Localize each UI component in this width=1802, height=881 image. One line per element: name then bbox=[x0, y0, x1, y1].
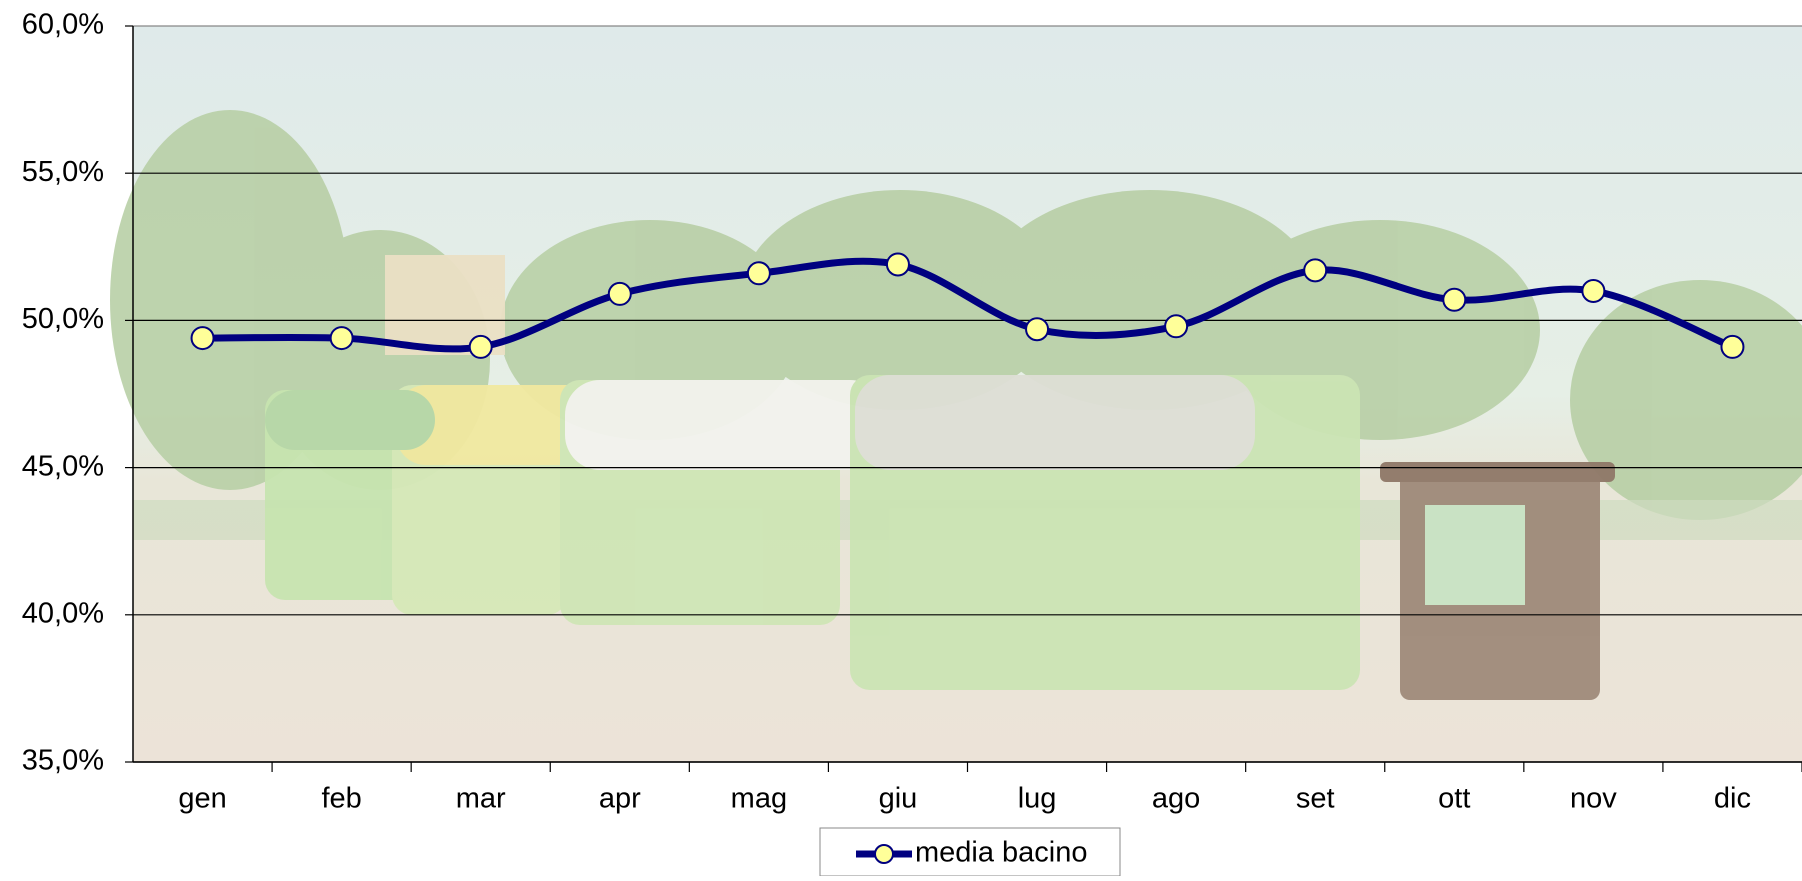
point-marker bbox=[192, 327, 214, 349]
x-tick-label: gen bbox=[178, 783, 226, 815]
x-tick-label: set bbox=[1296, 783, 1335, 815]
y-tick-label: 60,0% bbox=[22, 9, 104, 41]
x-tick-label: giu bbox=[879, 783, 918, 815]
y-tick-label: 45,0% bbox=[22, 450, 104, 482]
point-marker bbox=[1026, 318, 1048, 340]
x-tick-label: mag bbox=[731, 783, 787, 815]
y-tick-label: 55,0% bbox=[22, 156, 104, 188]
y-tick-label: 40,0% bbox=[22, 597, 104, 629]
x-tick-label: dic bbox=[1714, 783, 1751, 815]
y-tick-label: 50,0% bbox=[22, 303, 104, 335]
x-tick-label: nov bbox=[1570, 783, 1617, 815]
x-tick-label: ago bbox=[1152, 783, 1200, 815]
point-marker bbox=[887, 253, 909, 275]
point-marker bbox=[1165, 315, 1187, 337]
x-tick-label: ott bbox=[1438, 783, 1470, 815]
point-marker bbox=[609, 283, 631, 305]
point-marker bbox=[1721, 336, 1743, 358]
legend-swatch-marker bbox=[875, 845, 893, 863]
x-tick-label: feb bbox=[321, 783, 361, 815]
x-tick-label: mar bbox=[456, 783, 506, 815]
point-marker bbox=[748, 262, 770, 284]
y-tick-label: 35,0% bbox=[22, 745, 104, 777]
chart: 35,0% 40,0% 45,0% 50,0% 55,0% 60,0% gen feb mar a… bbox=[0, 0, 1802, 876]
point-marker bbox=[1304, 259, 1326, 281]
point-marker bbox=[470, 336, 492, 358]
legend-label: media bacino bbox=[915, 837, 1088, 869]
point-marker bbox=[1443, 289, 1465, 311]
x-tick-label: lug bbox=[1018, 783, 1057, 815]
background-photo bbox=[110, 26, 1802, 762]
page: {"chart_data": {"type": "line", "categor… bbox=[0, 0, 1802, 876]
point-marker bbox=[1582, 280, 1604, 302]
x-tick-label: apr bbox=[599, 783, 641, 815]
point-marker bbox=[331, 327, 353, 349]
